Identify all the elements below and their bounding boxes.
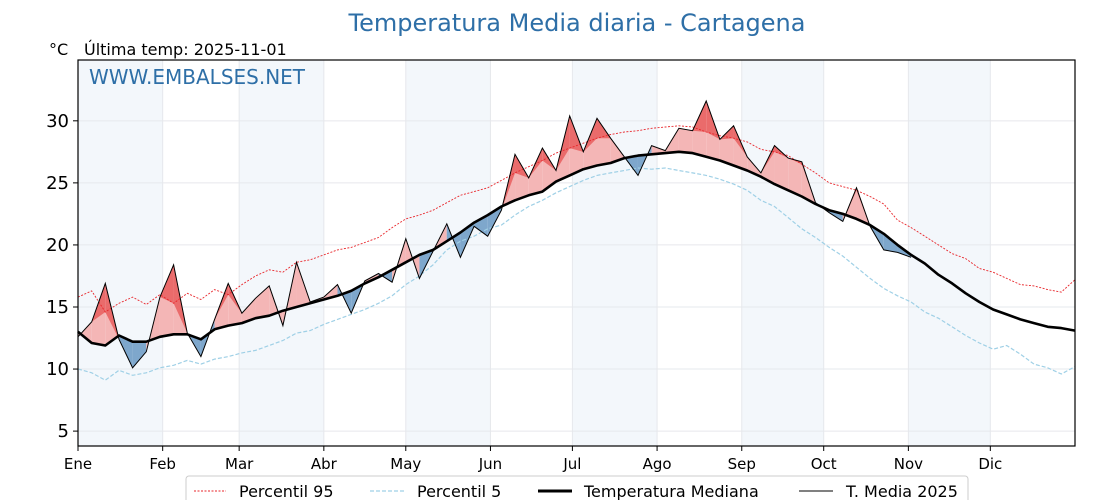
y-tick-label: 20 xyxy=(46,235,69,256)
y-tick-label: 5 xyxy=(58,421,69,442)
plot-frame xyxy=(77,59,1076,447)
x-tick-label: Ago xyxy=(643,455,672,473)
fill-above-p95 xyxy=(788,158,802,165)
month-band-nov xyxy=(908,60,991,446)
y-axis: 5 10 15 20 25 30 xyxy=(46,111,78,442)
month-bands xyxy=(78,60,991,446)
legend: Percentil 95 Percentil 5 Temperatura Med… xyxy=(185,475,969,500)
fill-above-median xyxy=(241,298,256,324)
legend-2025-label: T. Media 2025 xyxy=(845,482,958,500)
x-axis: Ene Feb Mar Abr May Jun Jul Ago Sep Oct Nov Dic xyxy=(64,446,1002,473)
fill-below-median xyxy=(883,233,898,253)
x-tick-label: Jun xyxy=(478,455,502,473)
x-tick-label: Nov xyxy=(894,455,923,473)
y-tick-label: 15 xyxy=(46,297,69,318)
x-tick-label: Mar xyxy=(225,455,254,473)
x-tick-label: Jul xyxy=(562,455,581,473)
unit-label: °C xyxy=(49,40,68,59)
fill-above-median xyxy=(78,321,92,343)
fill-above-median xyxy=(255,285,270,319)
legend-box xyxy=(185,475,969,500)
y-tick-label: 10 xyxy=(46,359,69,380)
fill-above-median xyxy=(774,145,789,191)
x-tick-label: Ene xyxy=(64,455,92,473)
fill-below-median xyxy=(829,210,843,222)
series-t-media-2025 xyxy=(77,99,912,369)
x-tick-label: Feb xyxy=(149,455,176,473)
fill-below-median xyxy=(132,341,147,368)
legend-p95-label: Percentil 95 xyxy=(239,482,334,500)
legend-p5-label: Percentil 5 xyxy=(417,482,501,500)
fill-above-median xyxy=(610,138,625,164)
chart-title: Temperatura Media diaria - Cartagena xyxy=(348,9,806,37)
month-band-mar xyxy=(239,60,324,446)
month-band-may xyxy=(405,60,491,446)
x-tick-label: Oct xyxy=(811,455,837,473)
fill-above-median xyxy=(678,128,693,154)
x-tick-label: Abr xyxy=(311,455,338,473)
series-percentil-5 xyxy=(77,167,1076,381)
series-lines xyxy=(77,99,1076,381)
last-temp-label: Última temp: 2025-11-01 xyxy=(84,40,287,59)
y-tick-label: 30 xyxy=(46,111,69,132)
month-band-ene xyxy=(78,60,163,446)
y-tick-label: 25 xyxy=(46,173,69,194)
fill-above-p95 xyxy=(159,264,174,304)
x-tick-label: May xyxy=(390,455,421,473)
legend-median-label: Temperatura Mediana xyxy=(583,482,759,500)
fill-above-median xyxy=(788,158,802,197)
watermark: WWW.EMBALSES.NET xyxy=(89,65,306,89)
x-tick-label: Dic xyxy=(978,455,1002,473)
month-band-sep xyxy=(741,60,824,446)
series-temperatura-mediana xyxy=(77,150,1076,347)
series-percentil-95 xyxy=(77,125,1076,313)
x-tick-label: Sep xyxy=(728,455,756,473)
month-band-jul xyxy=(572,60,658,446)
